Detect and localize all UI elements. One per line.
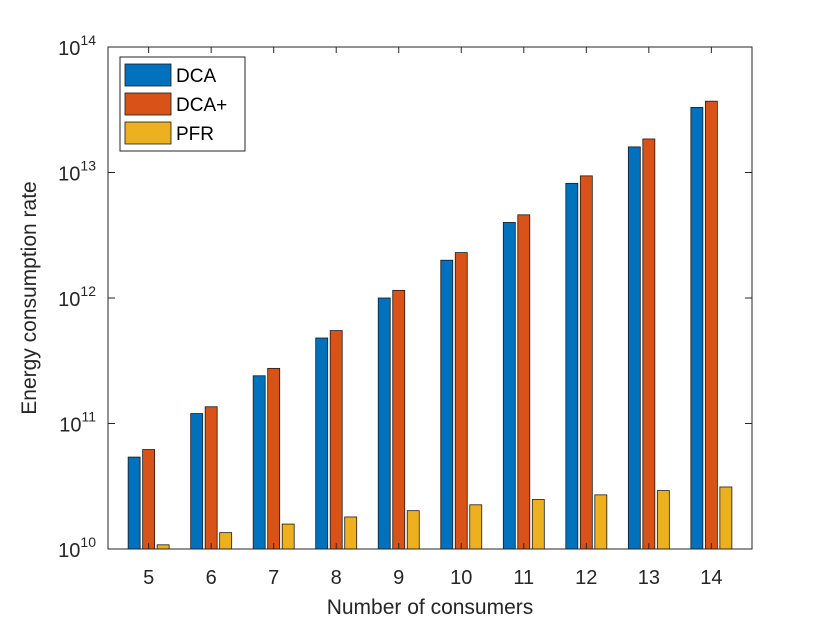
y-axis-label: Energy consumption rate [18,181,41,414]
bar-dca-plus-14 [704,100,718,550]
bar-dca-plus-6 [204,406,218,550]
x-tick-label: 13 [638,567,660,589]
bar-dca-plus-12 [579,175,593,550]
y-tick-label: 1014 [58,32,96,60]
x-tick-label: 11 [513,567,534,589]
bar-dca-plus-5 [142,449,156,550]
bar-dca-11 [502,222,516,550]
bars-layer [127,100,733,550]
x-tick-label: 14 [700,567,722,589]
legend-swatch-dca-plus [124,92,172,116]
x-tick-label: 5 [143,567,154,589]
bar-pfr-8 [344,516,358,550]
bar-dca-plus-8 [329,330,343,550]
bar-dca-10 [440,259,454,550]
y-tick-label: 1010 [58,534,96,562]
legend-label-pfr: PFR [176,124,214,145]
x-tick-label: 12 [575,567,597,589]
bar-dca-8 [315,337,329,550]
bar-dca-plus-10 [454,252,468,550]
bar-dca-plus-11 [517,214,531,550]
legend-swatch-dca [124,63,172,87]
y-tick-label: 1012 [58,283,96,311]
bar-pfr-13 [656,490,670,550]
x-axis: 5 6 7 8 9 10 11 12 13 14 [143,47,722,589]
bar-dca-5 [127,456,141,550]
legend-label-dca: DCA [176,66,216,87]
bar-pfr-6 [219,532,233,550]
x-tick-label: 10 [450,567,472,589]
x-tick-label: 6 [206,567,217,589]
bar-dca-plus-13 [642,138,656,550]
y-tick-label: 1011 [59,409,96,437]
x-tick-label: 9 [393,567,404,589]
x-axis-label: Number of consumers [327,596,534,619]
bar-pfr-14 [719,486,733,550]
bar-dca-plus-7 [267,367,281,550]
bar-dca-plus-9 [392,289,406,550]
bar-dca-7 [252,375,266,550]
bar-pfr-7 [281,523,295,550]
bar-pfr-9 [406,510,420,550]
legend-swatch-pfr [124,121,172,145]
y-tick-label: 1013 [58,158,96,186]
x-tick-label: 8 [331,567,342,589]
bar-dca-9 [377,297,391,550]
bar-pfr-12 [594,494,608,550]
bar-dca-14 [690,107,704,550]
legend-label-dca-plus: DCA+ [176,95,227,116]
legend: DCA DCA+ PFR [119,56,246,152]
bar-pfr-5 [156,544,170,550]
bar-dca-13 [627,146,641,550]
bar-pfr-10 [469,504,483,550]
y-axis: 1010 1011 1012 1013 1014 [58,32,752,562]
bar-dca-12 [565,182,579,550]
bar-dca-6 [190,413,204,550]
bar-pfr-11 [531,499,545,550]
x-tick-label: 7 [268,567,279,589]
